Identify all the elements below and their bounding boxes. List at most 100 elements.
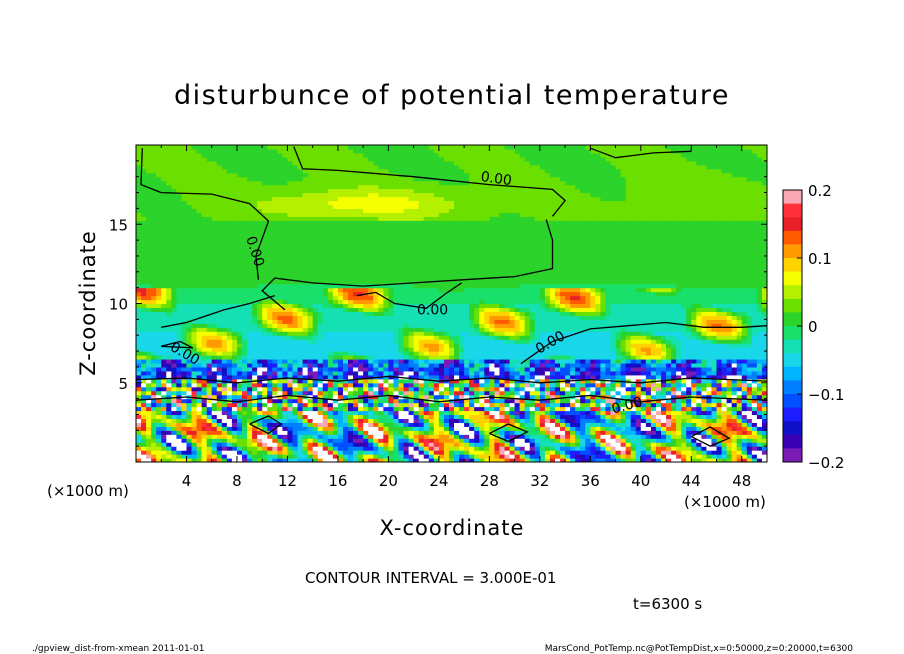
heatmap-cell	[353, 160, 359, 166]
heatmap-cell	[176, 145, 183, 150]
heatmap-cell	[358, 355, 364, 360]
heatmap-cell	[136, 390, 142, 396]
heatmap-cell	[166, 343, 172, 348]
heatmap-cell	[282, 366, 289, 372]
heatmap-cell	[373, 307, 379, 313]
heatmap-cell	[297, 216, 304, 221]
heatmap-cell	[413, 355, 420, 360]
heatmap-cell	[277, 192, 283, 198]
heatmap-cell	[393, 315, 400, 320]
heatmap-cell	[181, 232, 188, 237]
heatmap-cell	[403, 212, 410, 217]
heatmap-cell	[287, 390, 294, 396]
heatmap-cell	[408, 208, 415, 213]
heatmap-cell	[181, 307, 188, 313]
heatmap-cell	[383, 307, 389, 313]
heatmap-cell	[161, 370, 167, 376]
heatmap-cell	[358, 200, 364, 206]
heatmap-cell	[363, 311, 369, 316]
heatmap-cell	[363, 351, 369, 356]
heatmap-cell	[358, 323, 364, 328]
heatmap-cell	[161, 358, 167, 364]
heatmap-cell	[398, 410, 405, 416]
heatmap-cell	[267, 271, 273, 277]
heatmap-cell	[378, 366, 384, 372]
heatmap-cell	[317, 176, 324, 182]
heatmap-cell	[373, 224, 379, 229]
heatmap-cell	[398, 251, 405, 257]
heatmap-cell	[327, 323, 334, 328]
heatmap-cell	[393, 251, 400, 257]
heatmap-cell	[353, 327, 359, 332]
heatmap-cell	[151, 458, 157, 462]
heatmap-cell	[403, 152, 410, 158]
heatmap-cell	[282, 263, 289, 269]
heatmap-cell	[297, 188, 304, 194]
heatmap-cell	[146, 446, 152, 451]
heatmap-cell	[262, 362, 268, 368]
heatmap-cell	[156, 331, 162, 336]
heatmap-cell	[403, 164, 410, 170]
heatmap-cell	[277, 410, 283, 416]
heatmap-cell	[302, 362, 309, 368]
heatmap-cell	[368, 251, 374, 257]
heatmap-cell	[171, 152, 177, 158]
heatmap-cell	[166, 378, 172, 384]
heatmap-cell	[206, 291, 213, 297]
heatmap-cell	[221, 228, 228, 233]
heatmap-cell	[201, 446, 208, 451]
heatmap-cell	[141, 208, 147, 213]
heatmap-cell	[297, 414, 304, 420]
heatmap-cell	[277, 386, 283, 392]
heatmap-cell	[358, 438, 364, 443]
heatmap-cell	[337, 343, 344, 348]
heatmap-cell	[247, 382, 253, 388]
heatmap-cell	[141, 370, 147, 376]
heatmap-cell	[393, 327, 400, 332]
heatmap-cell	[342, 355, 349, 360]
heatmap-cell	[161, 204, 167, 209]
heatmap-cell	[166, 351, 172, 356]
heatmap-cell	[247, 275, 253, 281]
heatmap-cell	[287, 208, 294, 213]
heatmap-cell	[161, 279, 167, 285]
heatmap-cell	[373, 339, 379, 344]
heatmap-cell	[418, 406, 425, 412]
heatmap-cell	[141, 458, 147, 462]
heatmap-cell	[348, 244, 354, 249]
heatmap-cell	[151, 454, 157, 459]
heatmap-cell	[226, 279, 233, 285]
heatmap-cell	[353, 156, 359, 162]
heatmap-cell	[216, 148, 223, 154]
heatmap-cell	[151, 145, 157, 150]
heatmap-cell	[403, 184, 410, 190]
heatmap-cell	[312, 339, 319, 344]
heatmap-cell	[257, 176, 263, 182]
heatmap-cell	[171, 430, 177, 435]
heatmap-cell	[307, 192, 314, 198]
heatmap-cell	[373, 327, 379, 332]
heatmap-cell	[332, 275, 339, 281]
heatmap-cell	[166, 145, 172, 150]
heatmap-cell	[272, 378, 278, 384]
heatmap-cell	[257, 398, 263, 404]
heatmap-cell	[146, 331, 152, 336]
heatmap-cell	[181, 366, 188, 372]
heatmap-cell	[226, 355, 233, 360]
heatmap-cell	[282, 370, 289, 376]
heatmap-cell	[146, 287, 152, 293]
heatmap-cell	[272, 370, 278, 376]
heatmap-cell	[408, 355, 415, 360]
heatmap-cell	[342, 442, 349, 447]
heatmap-cell	[166, 152, 172, 158]
heatmap-cell	[322, 236, 329, 241]
heatmap-cell	[221, 184, 228, 190]
heatmap-cell	[312, 335, 319, 340]
heatmap-cell	[348, 216, 354, 221]
heatmap-cell	[176, 335, 183, 340]
heatmap-cell	[423, 299, 430, 305]
heatmap-cell	[443, 382, 450, 388]
heatmap-cell	[252, 307, 258, 313]
heatmap-cell	[322, 204, 329, 209]
heatmap-cell	[322, 180, 329, 186]
